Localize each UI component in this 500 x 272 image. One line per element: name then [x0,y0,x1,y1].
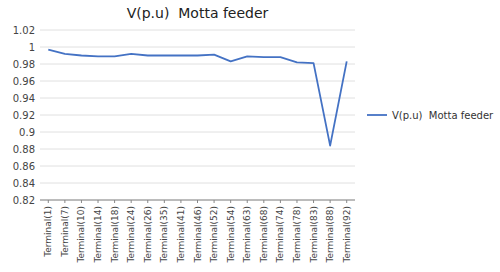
x-tick-label: Terminal(24) [126,206,136,264]
legend-swatch [367,114,387,116]
grid-line [40,115,355,116]
x-tick [180,200,181,203]
grid-line [40,149,355,150]
x-tick-label: Terminal(54) [226,206,236,264]
x-tick [230,200,231,203]
y-tick-label: 0.94 [13,93,35,104]
x-tick [114,200,115,203]
x-tick-label: Terminal(88) [325,206,335,264]
x-tick [98,200,99,203]
x-tick-label: Terminal(26) [143,206,153,264]
x-tick [131,200,132,203]
x-tick [263,200,264,203]
y-tick-label: 0.9 [19,127,35,138]
x-tick [164,200,165,203]
x-tick-label: Terminal(46) [193,206,203,264]
y-tick-label: 1.02 [13,25,35,36]
x-tick-label: Terminal(35) [159,206,169,264]
x-tick [296,200,297,203]
x-tick [81,200,82,203]
y-tick-label: 0.92 [13,110,35,121]
chart: V(p.u) Motta feeder 0.82 0.84 0.86 0.88 0.9 0.… [0,0,500,272]
grid-line [40,47,355,48]
title: V(p.u) Motta feeder [127,5,269,21]
x-tick-label: Terminal(41) [176,206,186,264]
x-tick-label: Terminal(52) [209,206,219,264]
grid-line [40,81,355,82]
x-tick-label: Terminal(83) [309,206,319,264]
y-tick-label: 1 [29,42,35,53]
grid-line [40,166,355,167]
grid-line [40,98,355,99]
grid-line [40,132,355,133]
grid-line [40,183,355,184]
y-tick-label: 0.88 [13,144,35,155]
x-tick-label: Terminal(1) [43,206,53,258]
x-tick [197,200,198,203]
line [48,50,346,146]
x-tick-label: Terminal(10) [76,206,86,264]
x-tick [280,200,281,203]
y-tick-label: 0.84 [13,178,35,189]
x-tick [313,200,314,203]
grid-line [40,30,355,31]
plot-area [48,50,346,146]
y-tick-label: 0.96 [13,76,35,87]
x-tick-label: Terminal(68) [259,206,269,264]
x-tick [147,200,148,203]
x-tick [247,200,248,203]
y-tick-label: 0.98 [13,59,35,70]
x-tick-label: Terminal(74) [275,206,285,264]
x-tick-label: Terminal(78) [292,206,302,264]
x-tick [48,200,49,203]
y-tick-label: 0.86 [13,161,35,172]
x-tick [214,200,215,203]
x-tick-label: Terminal(14) [93,206,103,264]
y-tick-label: 0.82 [13,195,35,206]
x-tick-label: Terminal(18) [110,206,120,264]
x-tick [346,200,347,203]
x-tick [64,200,65,203]
x-tick-label: Terminal(92) [342,206,352,264]
legend-label: V(p.u) Motta feeder [392,110,494,121]
x-tick [330,200,331,203]
x-tick-label: Terminal(7) [60,206,70,258]
x-tick-label: Terminal(63) [242,206,252,264]
